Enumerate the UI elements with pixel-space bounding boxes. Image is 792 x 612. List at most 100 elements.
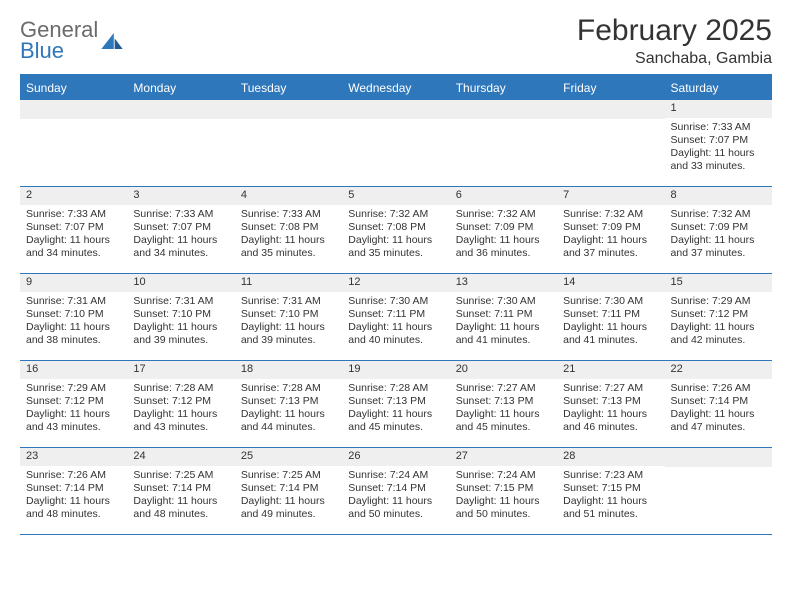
day-number: 4 bbox=[235, 187, 342, 205]
daylight-text: Daylight: 11 hours and 42 minutes. bbox=[671, 321, 766, 347]
sunset-text: Sunset: 7:15 PM bbox=[563, 482, 658, 495]
day-detail: Sunrise: 7:32 AMSunset: 7:09 PMDaylight:… bbox=[665, 208, 772, 261]
day-number bbox=[665, 448, 772, 467]
day-number: 27 bbox=[450, 448, 557, 466]
day-cell: 2Sunrise: 7:33 AMSunset: 7:07 PMDaylight… bbox=[20, 187, 127, 273]
day-cell: 4 Sunrise: 7:33 AMSunset: 7:08 PMDaylight… bbox=[235, 187, 342, 273]
day-cell: 20Sunrise: 7:27 AMSunset: 7:13 PMDayligh… bbox=[450, 361, 557, 447]
sunrise-text: Sunrise: 7:26 AM bbox=[671, 382, 766, 395]
day-number bbox=[235, 100, 342, 119]
day-number: 7 bbox=[557, 187, 664, 205]
daylight-text: Daylight: 11 hours and 40 minutes. bbox=[348, 321, 443, 347]
sunrise-text: Sunrise: 7:32 AM bbox=[456, 208, 551, 221]
daylight-text: Daylight: 11 hours and 45 minutes. bbox=[348, 408, 443, 434]
sunset-text: Sunset: 7:14 PM bbox=[348, 482, 443, 495]
sunset-text: Sunset: 7:08 PM bbox=[241, 221, 336, 234]
day-number bbox=[557, 100, 664, 119]
sunset-text: Sunset: 7:08 PM bbox=[348, 221, 443, 234]
day-cell: 28Sunrise: 7:23 AMSunset: 7:15 PMDayligh… bbox=[557, 448, 664, 534]
daylight-text: Daylight: 11 hours and 47 minutes. bbox=[671, 408, 766, 434]
daylight-text: Daylight: 11 hours and 39 minutes. bbox=[241, 321, 336, 347]
day-cell: 22Sunrise: 7:26 AMSunset: 7:14 PMDayligh… bbox=[665, 361, 772, 447]
sunrise-text: Sunrise: 7:29 AM bbox=[671, 295, 766, 308]
day-cell: 21Sunrise: 7:27 AMSunset: 7:13 PMDayligh… bbox=[557, 361, 664, 447]
day-detail: Sunrise: 7:27 AMSunset: 7:13 PMDaylight:… bbox=[557, 382, 664, 435]
sunrise-text: Sunrise: 7:26 AM bbox=[26, 469, 121, 482]
day-detail: Sunrise: 7:32 AMSunset: 7:09 PMDaylight:… bbox=[557, 208, 664, 261]
sunrise-text: Sunrise: 7:33 AM bbox=[133, 208, 228, 221]
sunset-text: Sunset: 7:11 PM bbox=[348, 308, 443, 321]
day-number bbox=[20, 100, 127, 119]
day-cell: 16Sunrise: 7:29 AMSunset: 7:12 PMDayligh… bbox=[20, 361, 127, 447]
daylight-text: Daylight: 11 hours and 43 minutes. bbox=[133, 408, 228, 434]
day-number: 26 bbox=[342, 448, 449, 466]
day-cell: 6Sunrise: 7:32 AMSunset: 7:09 PMDaylight… bbox=[450, 187, 557, 273]
daylight-text: Daylight: 11 hours and 34 minutes. bbox=[26, 234, 121, 260]
day-cell: 8Sunrise: 7:32 AMSunset: 7:09 PMDaylight… bbox=[665, 187, 772, 273]
daylight-text: Daylight: 11 hours and 46 minutes. bbox=[563, 408, 658, 434]
sunset-text: Sunset: 7:13 PM bbox=[456, 395, 551, 408]
day-cell bbox=[450, 100, 557, 186]
sunset-text: Sunset: 7:10 PM bbox=[26, 308, 121, 321]
sunrise-text: Sunrise: 7:31 AM bbox=[241, 295, 336, 308]
sunset-text: Sunset: 7:12 PM bbox=[133, 395, 228, 408]
logo-line-2: Blue bbox=[20, 39, 98, 62]
day-cell: 25Sunrise: 7:25 AMSunset: 7:14 PMDayligh… bbox=[235, 448, 342, 534]
sunset-text: Sunset: 7:09 PM bbox=[563, 221, 658, 234]
day-number bbox=[450, 100, 557, 119]
daylight-text: Daylight: 11 hours and 44 minutes. bbox=[241, 408, 336, 434]
day-cell bbox=[557, 100, 664, 186]
sunrise-text: Sunrise: 7:24 AM bbox=[456, 469, 551, 482]
day-number: 24 bbox=[127, 448, 234, 466]
sunset-text: Sunset: 7:12 PM bbox=[671, 308, 766, 321]
sunrise-text: Sunrise: 7:27 AM bbox=[563, 382, 658, 395]
weeks-container: 1Sunrise: 7:33 AMSunset: 7:07 PMDaylight… bbox=[20, 100, 772, 535]
daylight-text: Daylight: 11 hours and 37 minutes. bbox=[563, 234, 658, 260]
day-detail: Sunrise: 7:25 AMSunset: 7:14 PMDaylight:… bbox=[235, 469, 342, 522]
day-cell bbox=[127, 100, 234, 186]
day-number: 22 bbox=[665, 361, 772, 379]
week-row: 16Sunrise: 7:29 AMSunset: 7:12 PMDayligh… bbox=[20, 361, 772, 448]
day-number: 14 bbox=[557, 274, 664, 292]
day-cell: 10Sunrise: 7:31 AMSunset: 7:10 PMDayligh… bbox=[127, 274, 234, 360]
daylight-text: Daylight: 11 hours and 35 minutes. bbox=[348, 234, 443, 260]
week-row: 1Sunrise: 7:33 AMSunset: 7:07 PMDaylight… bbox=[20, 100, 772, 187]
day-detail: Sunrise: 7:32 AMSunset: 7:08 PMDaylight:… bbox=[342, 208, 449, 261]
day-header-cell: Tuesday bbox=[235, 76, 342, 100]
page-header: General Blue February 2025 Sanchaba, Gam… bbox=[20, 14, 772, 68]
sunrise-text: Sunrise: 7:31 AM bbox=[133, 295, 228, 308]
day-detail: Sunrise: 7:24 AMSunset: 7:14 PMDaylight:… bbox=[342, 469, 449, 522]
sunset-text: Sunset: 7:11 PM bbox=[563, 308, 658, 321]
sunrise-text: Sunrise: 7:30 AM bbox=[456, 295, 551, 308]
week-row: 23Sunrise: 7:26 AMSunset: 7:14 PMDayligh… bbox=[20, 448, 772, 535]
day-number: 10 bbox=[127, 274, 234, 292]
sunrise-text: Sunrise: 7:32 AM bbox=[671, 208, 766, 221]
logo-sail-icon bbox=[101, 33, 123, 49]
sunset-text: Sunset: 7:12 PM bbox=[26, 395, 121, 408]
daylight-text: Daylight: 11 hours and 35 minutes. bbox=[241, 234, 336, 260]
sunrise-text: Sunrise: 7:25 AM bbox=[241, 469, 336, 482]
sunset-text: Sunset: 7:14 PM bbox=[241, 482, 336, 495]
day-detail: Sunrise: 7:33 AMSunset: 7:07 PMDaylight:… bbox=[127, 208, 234, 261]
day-header-cell: Sunday bbox=[20, 76, 127, 100]
day-number: 12 bbox=[342, 274, 449, 292]
sunrise-text: Sunrise: 7:23 AM bbox=[563, 469, 658, 482]
day-detail: Sunrise: 7:28 AMSunset: 7:13 PMDaylight:… bbox=[235, 382, 342, 435]
day-cell: 18Sunrise: 7:28 AMSunset: 7:13 PMDayligh… bbox=[235, 361, 342, 447]
sunrise-text: Sunrise: 7:25 AM bbox=[133, 469, 228, 482]
day-detail: Sunrise: 7:28 AMSunset: 7:12 PMDaylight:… bbox=[127, 382, 234, 435]
week-row: 2Sunrise: 7:33 AMSunset: 7:07 PMDaylight… bbox=[20, 187, 772, 274]
day-number: 11 bbox=[235, 274, 342, 292]
day-detail: Sunrise: 7:30 AMSunset: 7:11 PMDaylight:… bbox=[557, 295, 664, 348]
sunrise-text: Sunrise: 7:24 AM bbox=[348, 469, 443, 482]
daylight-text: Daylight: 11 hours and 50 minutes. bbox=[456, 495, 551, 521]
sunset-text: Sunset: 7:13 PM bbox=[348, 395, 443, 408]
sunset-text: Sunset: 7:14 PM bbox=[133, 482, 228, 495]
sunset-text: Sunset: 7:15 PM bbox=[456, 482, 551, 495]
day-cell: 14 Sunrise: 7:30 AMSunset: 7:11 PMDayligh… bbox=[557, 274, 664, 360]
daylight-text: Daylight: 11 hours and 50 minutes. bbox=[348, 495, 443, 521]
day-detail: Sunrise: 7:31 AMSunset: 7:10 PMDaylight:… bbox=[20, 295, 127, 348]
day-number: 5 bbox=[342, 187, 449, 205]
day-cell: 9Sunrise: 7:31 AMSunset: 7:10 PMDaylight… bbox=[20, 274, 127, 360]
sunrise-text: Sunrise: 7:33 AM bbox=[241, 208, 336, 221]
